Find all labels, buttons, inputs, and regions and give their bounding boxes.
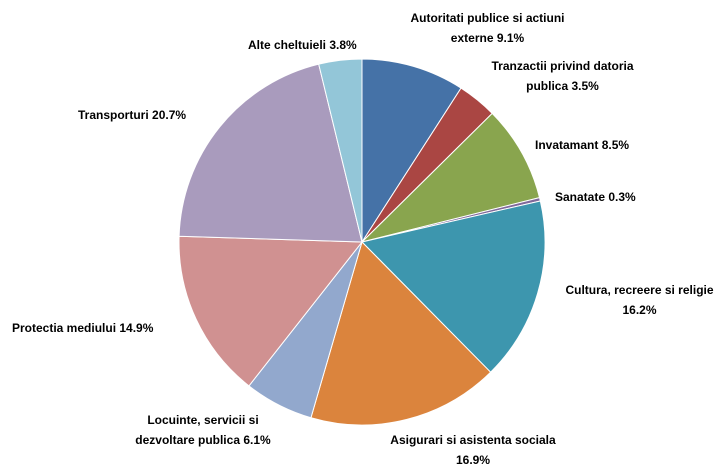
value-label: 16.2% — [622, 303, 657, 317]
value-label: 8.5% — [601, 138, 630, 152]
category-name: Asigurari si asistenta sociala — [390, 433, 556, 447]
category-name: Cultura, recreere si religie — [565, 283, 714, 297]
value-label: 20.7% — [152, 108, 187, 122]
pie-slice — [318, 58, 363, 243]
slice-label: Autoritati publice si actiuni externe 9.… — [400, 8, 575, 48]
value-label: 6.1% — [243, 433, 271, 447]
slice-label: Tranzactii privind datoria publica 3.5% — [480, 56, 645, 96]
slice-label: Transporturi 20.7% — [78, 105, 186, 125]
category-name: Sanatate — [555, 190, 606, 204]
slice-label: Protectia mediului 14.9% — [12, 318, 153, 338]
category-name: Protectia mediului — [12, 321, 117, 335]
slice-label: Locuinte, servicii si dezvoltare publica… — [128, 410, 278, 450]
pie-slice — [310, 241, 492, 426]
value-label: 0.3% — [608, 190, 636, 204]
slice-label: Alte cheltuieli 3.8% — [248, 35, 357, 55]
category-name: Autoritati publice si actiuni externe — [410, 11, 565, 45]
pie-slice — [361, 200, 546, 373]
pie-slice — [178, 63, 363, 243]
value-label: 3.8% — [329, 38, 357, 52]
slice-label: Cultura, recreere si religie 16.2% — [552, 280, 724, 320]
value-label: 9.1% — [496, 31, 525, 45]
value-label: 16.9% — [455, 453, 491, 467]
slice-label: Invatamant 8.5% — [535, 135, 629, 155]
value-label: 3.5% — [571, 79, 599, 93]
category-name: Transporturi — [78, 108, 149, 122]
value-label: 14.9% — [119, 321, 154, 335]
pie-slice — [360, 112, 541, 243]
category-name: Invatamant — [535, 138, 599, 152]
slice-label: Sanatate 0.3% — [555, 187, 636, 207]
pie-slice — [361, 58, 462, 244]
category-name: Locuinte, servicii si dezvoltare publica — [135, 413, 259, 447]
category-name: Tranzactii privind datoria publica — [491, 59, 634, 93]
slice-label: Asigurari si asistenta sociala 16.9% — [378, 430, 568, 467]
pie-slice — [178, 235, 364, 387]
category-name: Alte cheltuieli — [248, 38, 327, 52]
